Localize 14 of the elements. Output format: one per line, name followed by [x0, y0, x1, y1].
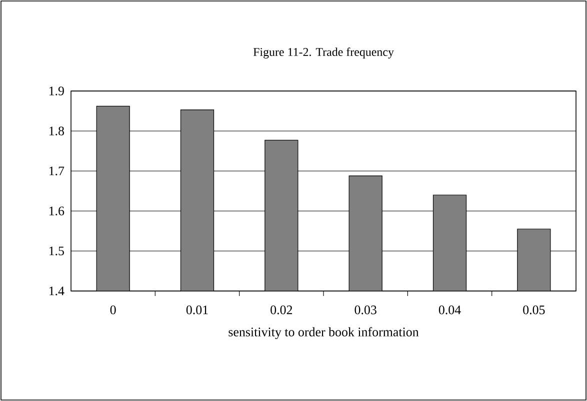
- y-tick-label: 1.5: [49, 246, 64, 256]
- y-tick-label: 1.9: [49, 86, 64, 96]
- x-tick-label: 0.02: [270, 306, 292, 314]
- y-tick-label: 1.4: [49, 286, 64, 296]
- x-tick-label: 0.05: [523, 306, 545, 314]
- x-tick-label: 0.04: [438, 306, 461, 314]
- y-tick-label: 1.7: [49, 166, 64, 176]
- x-axis-title: sensitivity to order book information: [228, 327, 419, 340]
- x-tick-label: 0.01: [186, 306, 208, 314]
- y-tick-label: 1.6: [49, 206, 64, 216]
- chart-title: Figure 11-2. Trade frequency: [253, 48, 394, 59]
- x-tick-label: 0: [110, 306, 116, 314]
- y-tick-label: 1.8: [49, 126, 64, 136]
- x-tick-label: 0.03: [354, 306, 376, 314]
